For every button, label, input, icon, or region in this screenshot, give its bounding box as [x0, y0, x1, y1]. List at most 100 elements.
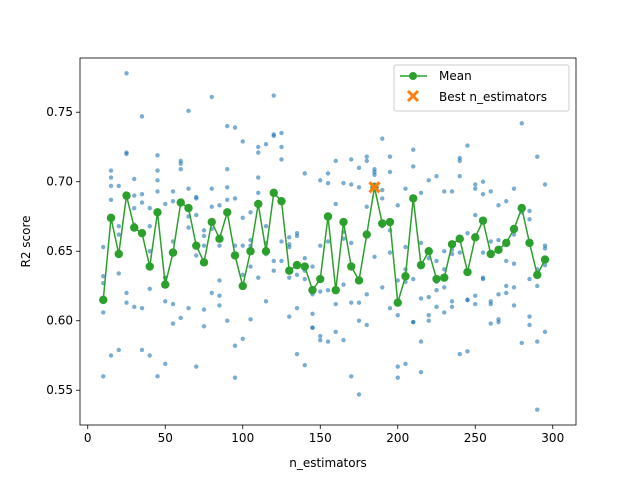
- sample-point: [504, 283, 509, 289]
- sample-point: [496, 203, 501, 208]
- mean-point: [106, 213, 116, 223]
- sample-point: [395, 364, 400, 369]
- mean-point: [540, 255, 550, 264]
- sample-point: [372, 169, 377, 175]
- sample-point: [124, 150, 129, 155]
- sample-point: [349, 182, 354, 187]
- sample-point: [449, 304, 455, 310]
- sample-point: [318, 243, 323, 248]
- sample-point: [387, 250, 393, 255]
- sample-point: [380, 136, 385, 141]
- sample-point: [380, 196, 385, 201]
- sample-point: [170, 321, 176, 326]
- sample-point: [256, 150, 261, 155]
- sample-point: [449, 299, 455, 304]
- sample-point: [209, 186, 214, 191]
- mean-point: [176, 198, 185, 207]
- sample-point: [124, 71, 129, 76]
- sample-point: [132, 304, 137, 310]
- sample-point: [101, 374, 106, 379]
- sample-point: [504, 198, 509, 204]
- sample-point: [178, 315, 183, 321]
- sample-point: [186, 108, 191, 114]
- sample-point: [341, 338, 346, 343]
- sample-point: [201, 307, 207, 312]
- mean-point: [331, 285, 340, 295]
- sample-point: [186, 306, 191, 311]
- sample-point: [442, 310, 447, 315]
- sample-point: [263, 141, 269, 147]
- sample-point: [318, 333, 323, 339]
- sample-point: [387, 154, 393, 159]
- sample-point: [418, 190, 424, 196]
- best-point: [368, 181, 381, 194]
- legend-mean-marker: [409, 72, 417, 80]
- sample-point: [201, 233, 207, 239]
- sample-point: [287, 235, 292, 240]
- sample-point: [256, 144, 261, 150]
- y-tick-label: 0.60: [46, 314, 73, 328]
- mean-point: [215, 234, 224, 243]
- mean-point: [478, 216, 488, 225]
- sample-point: [473, 182, 478, 187]
- sample-point: [217, 293, 222, 298]
- mean-point: [246, 247, 255, 256]
- mean-point: [533, 270, 542, 280]
- sample-point: [147, 353, 152, 358]
- sample-point: [294, 351, 300, 357]
- mean-point: [455, 234, 464, 243]
- sample-point: [155, 153, 160, 158]
- sample-point: [527, 314, 532, 319]
- sample-point: [457, 250, 462, 255]
- sample-point: [116, 271, 121, 276]
- sample-point: [480, 179, 486, 184]
- sample-point: [209, 94, 214, 100]
- sample-point: [527, 322, 532, 328]
- sample-point: [426, 318, 431, 323]
- sample-point: [108, 197, 114, 202]
- sample-point: [201, 324, 207, 329]
- mean-point: [347, 262, 356, 271]
- sample-point: [248, 210, 253, 215]
- sample-point: [364, 158, 369, 164]
- mean-point: [292, 260, 302, 270]
- sample-point: [395, 278, 400, 283]
- sample-point: [511, 303, 517, 308]
- sample-point: [318, 178, 323, 183]
- mean-point: [300, 262, 309, 271]
- sample-point: [302, 255, 307, 261]
- sample-point: [349, 240, 354, 246]
- sample-point: [496, 237, 501, 243]
- sample-point: [279, 144, 284, 150]
- sample-points: [101, 71, 548, 412]
- mean-series: [99, 183, 550, 307]
- sample-point: [178, 158, 183, 164]
- sample-point: [333, 329, 338, 335]
- sample-point: [480, 192, 486, 197]
- sample-point: [465, 143, 470, 148]
- sample-point: [488, 239, 493, 244]
- mean-point: [192, 241, 201, 250]
- sample-point: [108, 183, 114, 189]
- sample-point: [194, 253, 199, 258]
- mean-point: [269, 188, 278, 198]
- sample-point: [271, 258, 276, 264]
- mean-point: [161, 280, 170, 289]
- sample-point: [155, 168, 160, 173]
- mean-point: [354, 276, 364, 285]
- sample-point: [333, 158, 338, 164]
- sample-point: [434, 258, 439, 264]
- sample-point: [356, 300, 362, 305]
- sample-point: [333, 201, 338, 207]
- sample-point: [527, 217, 532, 222]
- sample-point: [395, 375, 400, 380]
- sample-point: [294, 230, 300, 236]
- sample-point: [294, 306, 300, 311]
- mean-point: [153, 208, 162, 217]
- sample-point: [504, 290, 509, 296]
- sample-point: [511, 186, 517, 191]
- sample-point: [426, 178, 431, 183]
- sample-point: [116, 183, 121, 189]
- mean-point: [494, 245, 503, 255]
- sample-point: [535, 407, 540, 412]
